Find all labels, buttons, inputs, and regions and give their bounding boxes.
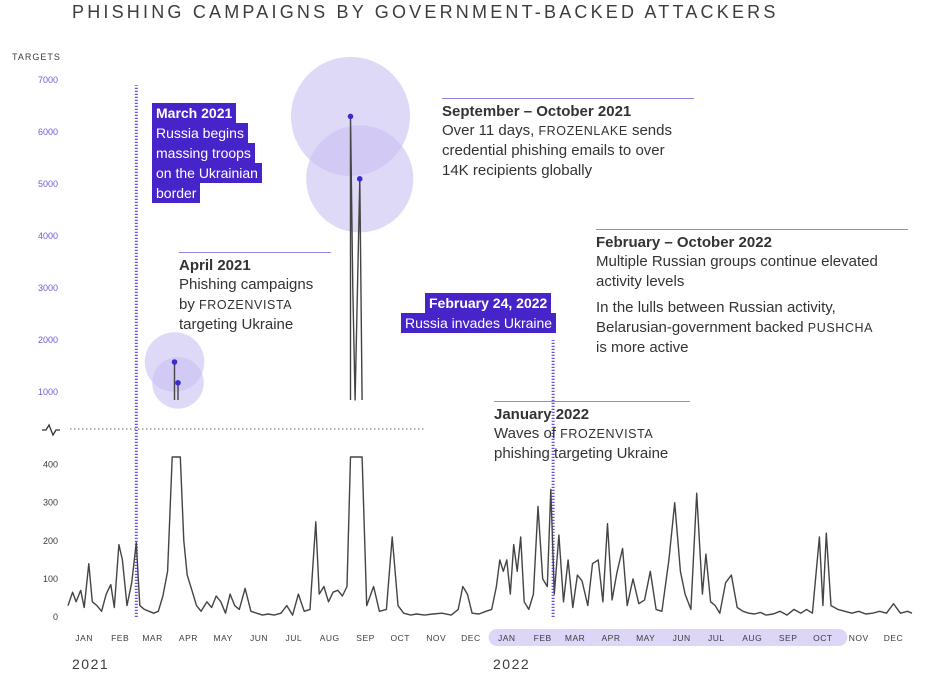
annotation-january-2022-line1: Waves of FROZENVISTA [494,424,690,444]
x-tick-3: APR [179,633,198,643]
x-tick-1: FEB [111,633,129,643]
marker-dot-0 [171,359,178,365]
annotation-sep-oct-2021-line1: Over 11 days, FROZENLAKE sends [442,121,694,141]
annotation-april-2021-line2: by FROZENVISTA [179,295,331,315]
x-tick-6: JUL [285,633,302,643]
y-tick-upper-3000: 3000 [38,283,58,293]
annotation-feb-oct-2022: February – October 2022 Multiple Russian… [596,229,908,358]
series-line-lower [67,456,913,616]
chart-title: PHISHING CAMPAIGNS BY GOVERNMENT-BACKED … [72,2,779,22]
annotation-january-2022: January 2022 Waves of FROZENVISTA phishi… [494,401,690,464]
annotation-feb-oct-2022-line4-prefix: Belarusian-government backed [596,319,808,336]
marker-dot-3 [356,176,363,182]
annotation-march-2021-line4: border [152,183,201,203]
annotation-march-2021-line3: on the Ukrainian [152,163,262,183]
x-tick-22: NOV [849,633,869,643]
frozenvista-label-2: FROZENVISTA [560,427,654,441]
annotation-april-2021-line3: targeting Ukraine [179,316,294,333]
annotation-feb-24-2022-heading: February 24, 2022 [425,293,552,313]
y-tick-lower-200: 200 [43,536,58,546]
annotation-feb-oct-2022-line1: Multiple Russian groups continue elevate… [596,253,878,270]
annotation-feb-oct-2022-line4: Belarusian-government backed PUSHCHA [596,318,908,338]
annotation-january-2022-heading: January 2022 [494,406,590,423]
x-tick-18: JUL [708,633,725,643]
y-axis-label: TARGETS [12,52,61,62]
annotation-march-2021-heading: March 2021 [152,103,237,123]
year-label-2022: 2022 [493,656,531,672]
annotation-feb-oct-2022-line5: is more active [596,339,689,356]
annotation-sep-oct-2021-line3: 14K recipients globally [442,162,593,179]
annotation-sep-oct-2021-line1-prefix: Over 11 days, [442,122,539,139]
y-tick-lower-300: 300 [43,498,58,508]
x-tick-12: JAN [498,633,516,643]
annotation-january-2022-line2: phishing targeting Ukraine [494,445,669,462]
x-tick-0: JAN [75,633,93,643]
x-tick-20: SEP [779,633,798,643]
annotation-april-2021: April 2021 Phishing campaigns by FROZENV… [179,252,331,335]
x-tick-14: MAR [565,633,585,643]
annotation-feb-24-2022-line1: Russia invades Ukraine [401,313,557,333]
annotation-march-2021-line1: Russia begins [152,123,248,143]
annotation-march-2021-line2: massing troops [152,143,255,163]
marker-dot-2 [347,113,354,120]
axis-break-icon [42,423,60,437]
annotation-sep-oct-2021-line1-suffix: sends [627,122,672,139]
x-tick-21: OCT [813,633,832,643]
y-tick-upper-1000: 1000 [38,387,58,397]
y-tick-upper-6000: 6000 [38,127,58,137]
y-tick-upper-4000: 4000 [38,231,58,241]
x-tick-15: APR [601,633,620,643]
x-tick-11: DEC [461,633,480,643]
frozenlake-label: FROZENLAKE [538,124,628,138]
pushcha-label: PUSHCHA [807,321,874,335]
annotation-april-2021-line2-prefix: by [179,296,200,313]
year-label-2021: 2021 [72,656,110,672]
annotation-feb-oct-2022-heading: February – October 2022 [596,234,772,251]
highlight-band-2022 [488,629,848,646]
annotation-feb-oct-2022-line2: activity levels [596,273,685,290]
y-tick-upper-2000: 2000 [38,335,58,345]
annotation-sep-oct-2021-line2: credential phishing emails to over [442,142,665,159]
y-tick-lower-100: 100 [43,574,58,584]
marker-dot-1 [175,380,181,386]
frozenvista-label: FROZENVISTA [199,298,293,312]
y-tick-upper-7000: 7000 [38,75,58,85]
x-tick-7: AUG [320,633,340,643]
y-tick-upper-5000: 5000 [38,179,58,189]
x-tick-2: MAR [142,633,162,643]
annotation-april-2021-line1: Phishing campaigns [179,276,314,293]
x-tick-19: AUG [742,633,762,643]
x-tick-8: SEP [356,633,375,643]
y-tick-lower-0: 0 [53,612,58,622]
annotation-april-2021-heading: April 2021 [179,257,251,274]
x-tick-16: MAY [636,633,655,643]
x-tick-17: JUN [673,633,691,643]
annotation-january-2022-line1-prefix: Waves of [494,425,561,442]
x-tick-10: NOV [426,633,446,643]
x-tick-13: FEB [534,633,552,643]
annotation-sep-oct-2021: September – October 2021 Over 11 days, F… [442,98,694,181]
x-tick-5: JUN [250,633,268,643]
y-tick-lower-400: 400 [43,460,58,470]
series-line-upper-spike [349,115,363,401]
x-tick-9: OCT [391,633,410,643]
x-tick-4: MAY [213,633,232,643]
annotation-sep-oct-2021-heading: September – October 2021 [442,103,632,120]
x-tick-23: DEC [884,633,903,643]
annotation-feb-oct-2022-line3: In the lulls between Russian activity, [596,299,836,316]
